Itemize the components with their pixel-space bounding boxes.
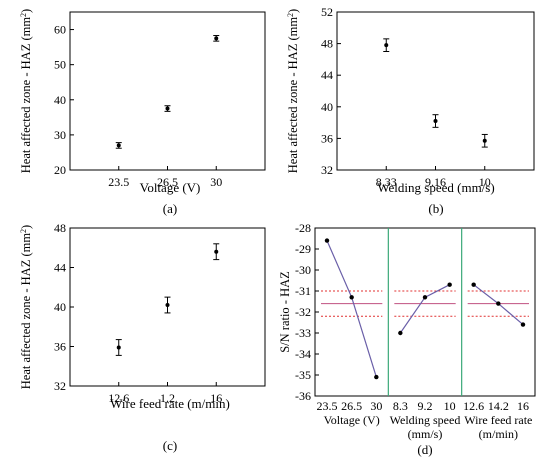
panel-b-caption: (b) xyxy=(428,201,443,216)
panel-d-xtick-label: 23.5 xyxy=(317,399,338,413)
panel-c-xtick-label: 12.6 xyxy=(108,391,129,405)
panel-c-ytick-label: 40 xyxy=(54,300,66,314)
panel-c-data-point xyxy=(116,345,121,350)
panel-d-frame xyxy=(314,227,536,397)
panel-d-data-point xyxy=(349,295,354,300)
panel-d-data-point xyxy=(398,330,403,336)
panel-c-ylabel-text: Heat affected zone - HAZ (mm xyxy=(19,233,33,390)
panel-d-data-point xyxy=(374,374,379,380)
panel-b-ylabel-text: Heat affected zone - HAZ (mm xyxy=(286,17,300,174)
panel-d-ytick-label: -36 xyxy=(295,389,311,403)
panel-a-ylabel: Heat affected zone - HAZ (mm2) xyxy=(19,9,34,173)
panel-a-ylabel-text: Heat affected zone - HAZ (mm xyxy=(19,17,33,174)
panel-c-ytick-label: 44 xyxy=(54,261,66,275)
panel-d-xtick-label: 9.2 xyxy=(418,399,433,413)
panel-b-ytick-label: 40 xyxy=(321,100,333,114)
panel-d-xtick-label: 12.6 xyxy=(463,399,484,413)
panel-b-ytick-label: 48 xyxy=(321,37,333,51)
panel-d-caption: (d) xyxy=(417,442,432,457)
panel-d-data-point xyxy=(496,301,501,306)
panel-b-data-point xyxy=(384,43,389,48)
panel-b-ylabel: Heat affected zone - HAZ (mm2) xyxy=(286,9,301,173)
panel-d-ytick-label: -28 xyxy=(295,221,311,235)
panel-d-series-line xyxy=(399,284,450,334)
panel-d-ytick-label: -35 xyxy=(295,368,311,382)
panel-a-ytick-label: 20 xyxy=(54,163,66,177)
panel-d-data-point xyxy=(422,295,428,300)
panel-d-group-label: (m/min) xyxy=(479,427,518,441)
panel-a-ytick-label: 60 xyxy=(54,23,66,37)
panel-d-data-point xyxy=(471,282,476,287)
panel-c-ylabel: Heat affected zone - HAZ (mm2) xyxy=(19,225,34,389)
panel-a-ylabel-sup: 2 xyxy=(19,13,28,17)
panel-d-ylabel: S/N ratio - HAZ xyxy=(278,271,292,353)
panel-d-ytick-label: -31 xyxy=(295,284,311,298)
panel-a-xtick-label: 26.5 xyxy=(157,175,178,189)
panel-d-xtick-label: 26.5 xyxy=(341,399,362,413)
panel-b-xtick-label: 9.16 xyxy=(425,175,446,189)
panel-d-ytick-label: -33 xyxy=(295,326,311,340)
panel-a-data-point xyxy=(116,143,121,148)
panel-d-group-label: (mm/s) xyxy=(408,427,443,441)
panel-b-ytick-label: 36 xyxy=(321,131,333,145)
panel-d-xtick-label: 10 xyxy=(444,399,456,413)
panel-d-group-label: Voltage (V) xyxy=(324,413,380,427)
panel-a-data-point xyxy=(165,106,170,111)
panel-c-caption: (c) xyxy=(163,438,177,453)
panel-c-data-point xyxy=(165,303,170,308)
panel-c-ytick-label: 48 xyxy=(54,221,66,235)
panel-b-xlabel: Welding speed (mm/s) xyxy=(377,180,494,195)
panel-b-ylabel-sup: 2 xyxy=(286,13,295,17)
panel-c-ylabel-sup: 2 xyxy=(19,229,28,233)
panel-d-xtick-label: 8.3 xyxy=(393,399,408,413)
panel-c-xtick-label: 16 xyxy=(210,391,222,405)
panel-a-ytick-label: 50 xyxy=(54,58,66,72)
panel-d-ytick-label: -34 xyxy=(295,347,311,361)
panel-b-frame xyxy=(336,11,535,171)
panel-a-ylabel-close: ) xyxy=(19,9,33,13)
panel-d-ytick-label: -30 xyxy=(295,263,311,277)
panel-d-xtick-label: 30 xyxy=(370,399,382,413)
panel-d-ytick-label: -29 xyxy=(295,242,311,256)
panel-a-xtick-label: 23.5 xyxy=(108,175,129,189)
panel-b-ytick-label: 52 xyxy=(321,5,333,19)
panel-d-xtick-label: 16 xyxy=(517,399,529,413)
panel-d-series-line xyxy=(326,240,377,378)
panel-a-caption: (a) xyxy=(163,201,177,216)
panel-d-group-label: Welding speed xyxy=(390,413,461,427)
panel-c-data-point xyxy=(214,249,219,254)
panel-b-ylabel-close: ) xyxy=(286,9,300,13)
panel-b-ytick-label: 44 xyxy=(321,68,333,82)
panel-d-xtick-label: 14.2 xyxy=(488,399,509,413)
panel-c-ylabel-close: ) xyxy=(19,225,33,229)
panel-a-ytick-label: 40 xyxy=(54,93,66,107)
panel-a-frame xyxy=(69,11,266,171)
panel-a-ytick-label: 30 xyxy=(54,128,66,142)
panel-a-xtick-label: 30 xyxy=(210,175,222,189)
panel-b-ytick-label: 32 xyxy=(321,163,333,177)
panel-b-data-point xyxy=(433,119,438,124)
panel-b-xtick-label: 8.33 xyxy=(376,175,397,189)
panel-d-data-point xyxy=(520,322,526,327)
panel-c-ytick-label: 36 xyxy=(54,340,66,354)
panel-d-ytick-label: -32 xyxy=(295,305,311,319)
panel-a-xlabel: Voltage (V) xyxy=(140,180,201,195)
panel-d-data-point xyxy=(447,282,452,287)
panel-b-data-point xyxy=(482,138,487,143)
panel-c-xtick-label: 1.2 xyxy=(160,391,175,405)
panel-c-ytick-label: 32 xyxy=(54,379,66,393)
panel-a-data-point xyxy=(214,36,219,41)
panel-c-xlabel: Wire feed rate (m/min) xyxy=(110,396,230,411)
panel-d-data-point xyxy=(324,238,330,243)
panel-b-xtick-label: 10 xyxy=(479,175,491,189)
panel-d-group-label: Wire feed rate xyxy=(464,413,532,427)
